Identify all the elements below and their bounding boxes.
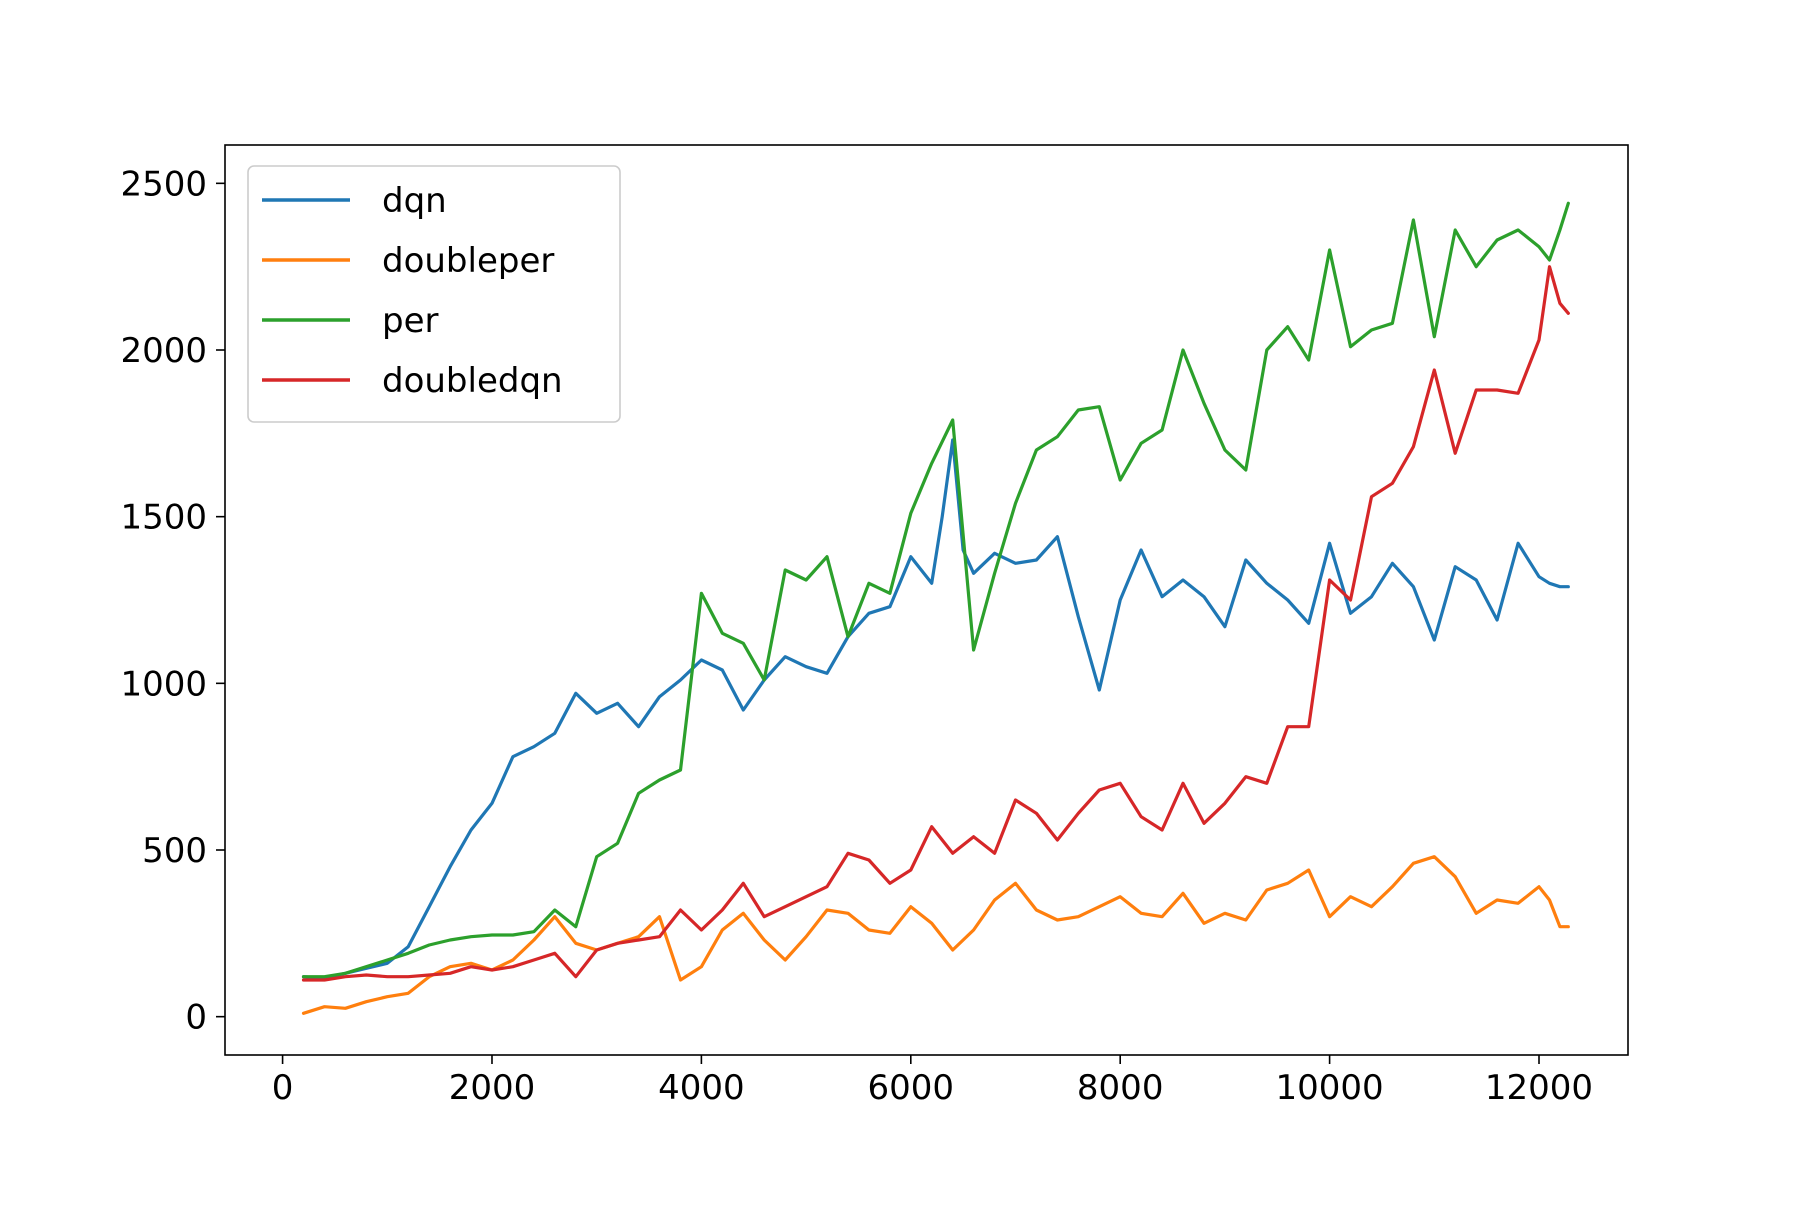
y-tick-label: 2000 <box>120 331 207 371</box>
x-tick-label: 12000 <box>1485 1068 1593 1108</box>
x-tick-label: 0 <box>272 1068 294 1108</box>
legend-label: doubleper <box>382 241 554 281</box>
x-tick-label: 8000 <box>1077 1068 1164 1108</box>
y-axis: 0 500 1000 1500 2000 2500 <box>120 164 225 1038</box>
legend-label: dqn <box>382 181 447 221</box>
x-tick-label: 6000 <box>868 1068 955 1108</box>
x-tick-label: 4000 <box>658 1068 745 1108</box>
y-tick-label: 2500 <box>120 164 207 204</box>
series-line-doubleper <box>301 855 1570 1015</box>
legend-label: per <box>382 301 439 341</box>
series-line-doubledqn <box>301 265 1570 982</box>
series-line-dqn <box>301 438 1570 980</box>
axes-frame <box>224 144 1629 1056</box>
y-tick-label: 500 <box>142 831 207 871</box>
legend-label: doubledqn <box>382 361 563 401</box>
legend: dqn doubleper per doubledqn <box>247 165 621 423</box>
legend-box <box>247 165 621 423</box>
x-axis: 0 2000 4000 6000 8000 10000 12000 <box>272 1055 1593 1108</box>
x-tick-label: 10000 <box>1276 1068 1384 1108</box>
y-tick-label: 0 <box>185 998 207 1038</box>
series-group <box>301 201 1570 1015</box>
y-tick-label: 1000 <box>120 664 207 704</box>
x-tick-label: 2000 <box>449 1068 536 1108</box>
y-tick-label: 1500 <box>120 498 207 538</box>
series-line-per <box>301 201 1570 979</box>
